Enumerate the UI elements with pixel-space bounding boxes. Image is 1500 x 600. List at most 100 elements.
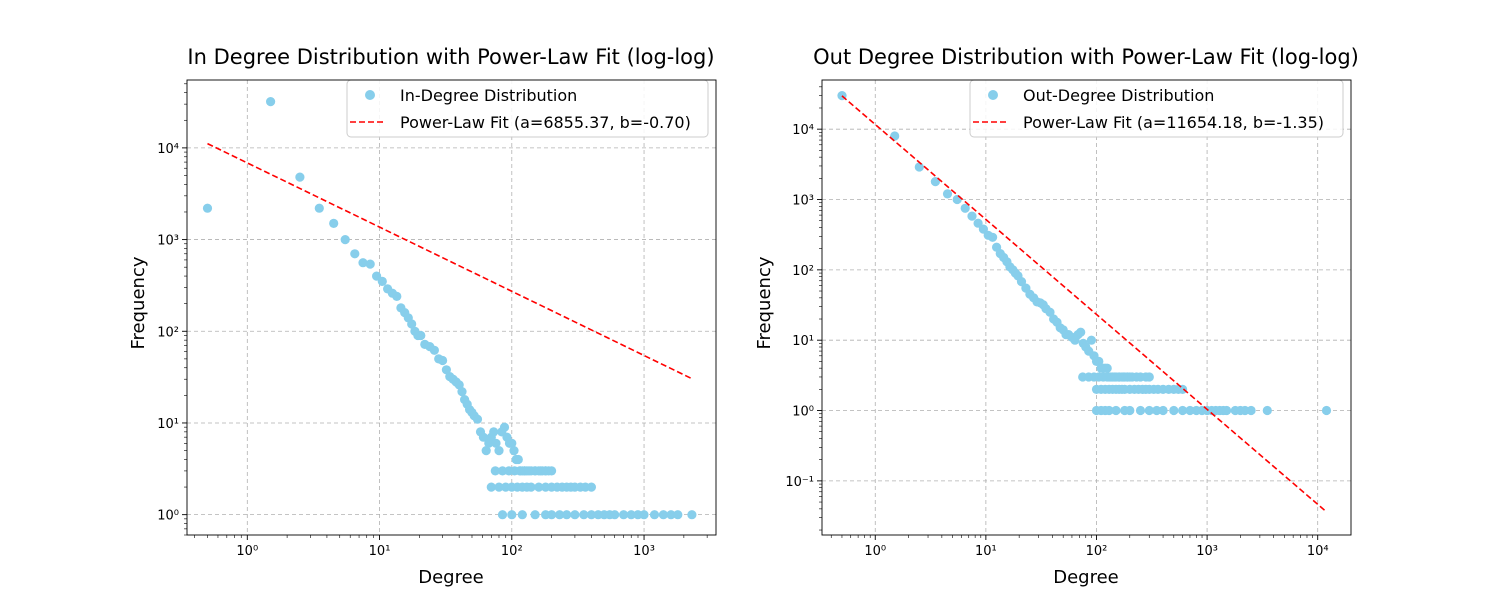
data-point	[547, 510, 557, 520]
y-tick-label: 10³	[792, 194, 814, 209]
plot-area	[187, 80, 716, 535]
legend-label-points: Out-Degree Distribution	[1023, 86, 1214, 105]
power-law-fit-line	[841, 95, 1327, 513]
data-point	[1135, 405, 1146, 416]
x-axis-label: Degree	[418, 567, 484, 588]
data-point	[1016, 277, 1027, 287]
data-point	[942, 189, 953, 199]
data-point	[494, 446, 504, 456]
legend: Out-Degree Distribution Power-Law Fit (a…	[969, 79, 1344, 138]
data-point	[497, 466, 508, 476]
data-point	[499, 422, 510, 432]
data-point	[586, 482, 597, 492]
data-point	[350, 249, 360, 259]
data-point	[490, 466, 500, 476]
y-tick-label: 10⁰	[792, 405, 814, 420]
y-tick-label: 10⁴	[792, 123, 814, 138]
data-point	[1152, 405, 1162, 416]
y-axis-label: Frequency	[128, 256, 149, 349]
data-point	[687, 510, 697, 520]
data-point	[416, 330, 426, 341]
data-point	[1158, 405, 1168, 416]
data-point	[1321, 405, 1332, 416]
y-tick-label: 10³	[157, 234, 179, 249]
data-point	[973, 218, 983, 228]
chart-title: In Degree Distribution with Power-Law Fi…	[187, 45, 714, 69]
data-point	[1086, 335, 1096, 345]
axes-frame	[186, 79, 717, 536]
data-point	[1246, 405, 1256, 416]
out-degree-chart: Out Degree Distribution with Power-Law F…	[754, 45, 1359, 588]
data-point	[673, 510, 683, 520]
y-tick-label: 10⁰	[157, 509, 179, 524]
y-tick-label: 10¹	[157, 417, 179, 432]
data-point	[507, 510, 517, 520]
data-point	[530, 510, 540, 520]
data-point	[562, 510, 572, 520]
data-point	[1076, 327, 1086, 337]
data-point	[649, 510, 660, 520]
data-point	[457, 387, 467, 397]
data-point	[579, 510, 589, 520]
data-point	[1102, 363, 1112, 373]
data-point	[340, 235, 350, 245]
data-point	[202, 203, 213, 213]
data-point	[295, 172, 305, 182]
x-tick-label: 10³	[1196, 544, 1218, 559]
data-point	[1144, 372, 1154, 382]
data-point	[517, 510, 527, 520]
data-point	[626, 510, 636, 520]
legend-label-points: In-Degree Distribution	[400, 86, 577, 105]
data-point	[497, 510, 508, 520]
y-tick-label: 10²	[792, 264, 814, 279]
data-point	[619, 510, 629, 520]
data-point	[1111, 405, 1121, 416]
legend-marker-points	[365, 90, 375, 100]
data-point	[666, 510, 676, 520]
data-point	[534, 482, 544, 492]
data-point	[988, 232, 998, 242]
data-point	[358, 258, 368, 268]
power-law-fit-line	[207, 142, 693, 380]
x-tick-label: 10¹	[975, 544, 997, 559]
data-point	[1045, 307, 1055, 317]
data-point	[586, 510, 597, 520]
in-degree-chart: In Degree Distribution with Power-Law Fi…	[128, 45, 717, 588]
legend-label-fit: Power-Law Fit (a=6855.37, b=-0.70)	[400, 113, 691, 132]
y-tick-label: 10⁻¹	[785, 475, 814, 490]
x-axis-label: Degree	[1053, 567, 1119, 588]
data-point	[494, 482, 504, 492]
y-axis-label: Frequency	[754, 256, 775, 349]
x-tick-label: 10²	[1086, 544, 1108, 559]
data-point	[1144, 405, 1154, 416]
data-point	[491, 438, 501, 448]
y-tick-label: 10¹	[792, 334, 814, 349]
data-point	[1104, 405, 1114, 416]
data-point	[513, 454, 523, 465]
data-point	[978, 224, 989, 234]
data-point	[570, 510, 580, 520]
data-point	[1262, 405, 1272, 416]
x-tick-label: 10⁰	[864, 544, 886, 559]
data-point	[1178, 405, 1188, 416]
plot-area	[822, 80, 1351, 535]
y-tick-label: 10²	[157, 325, 179, 340]
data-point	[1185, 405, 1195, 416]
data-point	[1125, 405, 1135, 416]
data-point	[658, 510, 669, 520]
data-point	[610, 510, 620, 520]
data-point	[266, 97, 276, 107]
y-tick-label: 10⁴	[157, 142, 179, 157]
data-point	[438, 355, 448, 366]
data-point	[407, 319, 417, 329]
legend-marker-points	[988, 90, 998, 100]
data-point	[314, 203, 324, 213]
data-point	[377, 276, 387, 286]
data-point	[392, 291, 402, 301]
data-point	[365, 259, 375, 269]
data-point	[329, 218, 339, 228]
axes-frame	[821, 79, 1352, 536]
data-point	[509, 446, 519, 456]
data-point	[914, 162, 924, 172]
